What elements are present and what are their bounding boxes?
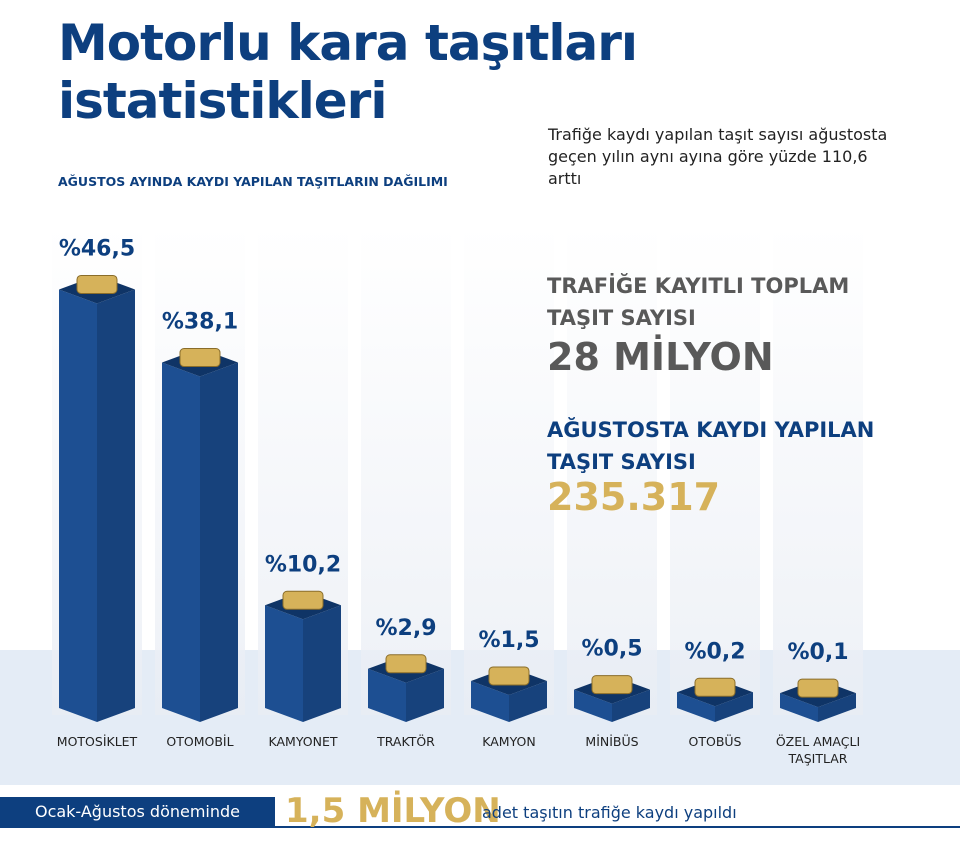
value-label: %0,2 — [684, 639, 745, 664]
vehicle-icon — [179, 348, 221, 368]
column-stripe — [567, 225, 657, 715]
value-label: %38,1 — [162, 310, 238, 335]
vehicle-icon — [591, 675, 633, 695]
vehicle-icon — [488, 666, 530, 686]
highlight-value: 28 MİLYON — [547, 335, 774, 379]
value-label: %10,2 — [265, 552, 341, 577]
highlight-label: TRAFİĞE KAYITLI TOPLAM TAŞIT SAYISI — [547, 274, 850, 330]
category-label: KAMYON — [482, 734, 536, 749]
category-label: OTOMOBİL — [166, 734, 234, 749]
value-label: %0,5 — [581, 637, 642, 662]
category-label: KAMYONET — [268, 734, 338, 749]
column-stripe — [670, 225, 760, 715]
value-label: %0,1 — [787, 640, 848, 665]
title: Motorlu kara taşıtları istatistikleri — [58, 14, 638, 130]
category-label: TRAKTÖR — [377, 734, 435, 749]
vehicle-icon — [797, 678, 839, 698]
bar-left-face — [59, 289, 97, 722]
bar-left-face — [265, 605, 303, 722]
category-label: OTOBÜS — [688, 734, 742, 749]
highlight-label: AĞUSTOSTA KAYDI YAPILAN TAŞIT SAYISI — [547, 418, 875, 474]
bar — [162, 348, 238, 722]
bar-left-face — [162, 362, 200, 722]
vehicle-icon — [282, 590, 324, 610]
bar — [265, 591, 341, 722]
column-stripe — [773, 225, 863, 715]
vehicle-icon — [76, 274, 118, 294]
category-label: ÖZEL AMAÇLI TAŞITLAR — [775, 734, 861, 766]
subtitle: AĞUSTOS AYINDA KAYDI YAPILAN TAŞITLARIN … — [58, 174, 448, 189]
value-label: %2,9 — [375, 616, 436, 641]
bar-left-face — [368, 668, 406, 722]
bar-right-face — [612, 689, 650, 722]
highlight-value: 235.317 — [547, 475, 721, 519]
column-stripe — [464, 225, 554, 715]
bar-right-face — [509, 680, 547, 722]
bar-right-face — [97, 289, 135, 722]
vehicle-icon — [694, 677, 736, 697]
footer-amount: 1,5 MİLYON — [285, 791, 501, 831]
bar-left-face — [574, 689, 612, 722]
note: Trafiğe kaydı yapılan taşıt sayısı ağust… — [548, 125, 888, 188]
category-label: MOTOSİKLET — [56, 734, 138, 749]
bar — [59, 275, 135, 722]
bar-right-face — [200, 362, 238, 722]
category-label: MİNİBÜS — [585, 734, 639, 749]
bar-right-face — [303, 605, 341, 722]
bar-right-face — [818, 693, 856, 722]
bar-left-face — [780, 693, 818, 722]
footer-period: Ocak-Ağustos döneminde — [0, 797, 275, 827]
value-label: %1,5 — [478, 628, 539, 653]
bar-left-face — [677, 692, 715, 722]
column-stripe — [361, 225, 451, 715]
bar-right-face — [715, 692, 753, 722]
footer-text: adet taşıtın trafiğe kaydı yapıldı — [482, 803, 737, 822]
bar-right-face — [406, 668, 444, 722]
value-label: %46,5 — [59, 236, 135, 261]
bar-left-face — [471, 680, 509, 722]
vehicle-icon — [385, 654, 427, 674]
